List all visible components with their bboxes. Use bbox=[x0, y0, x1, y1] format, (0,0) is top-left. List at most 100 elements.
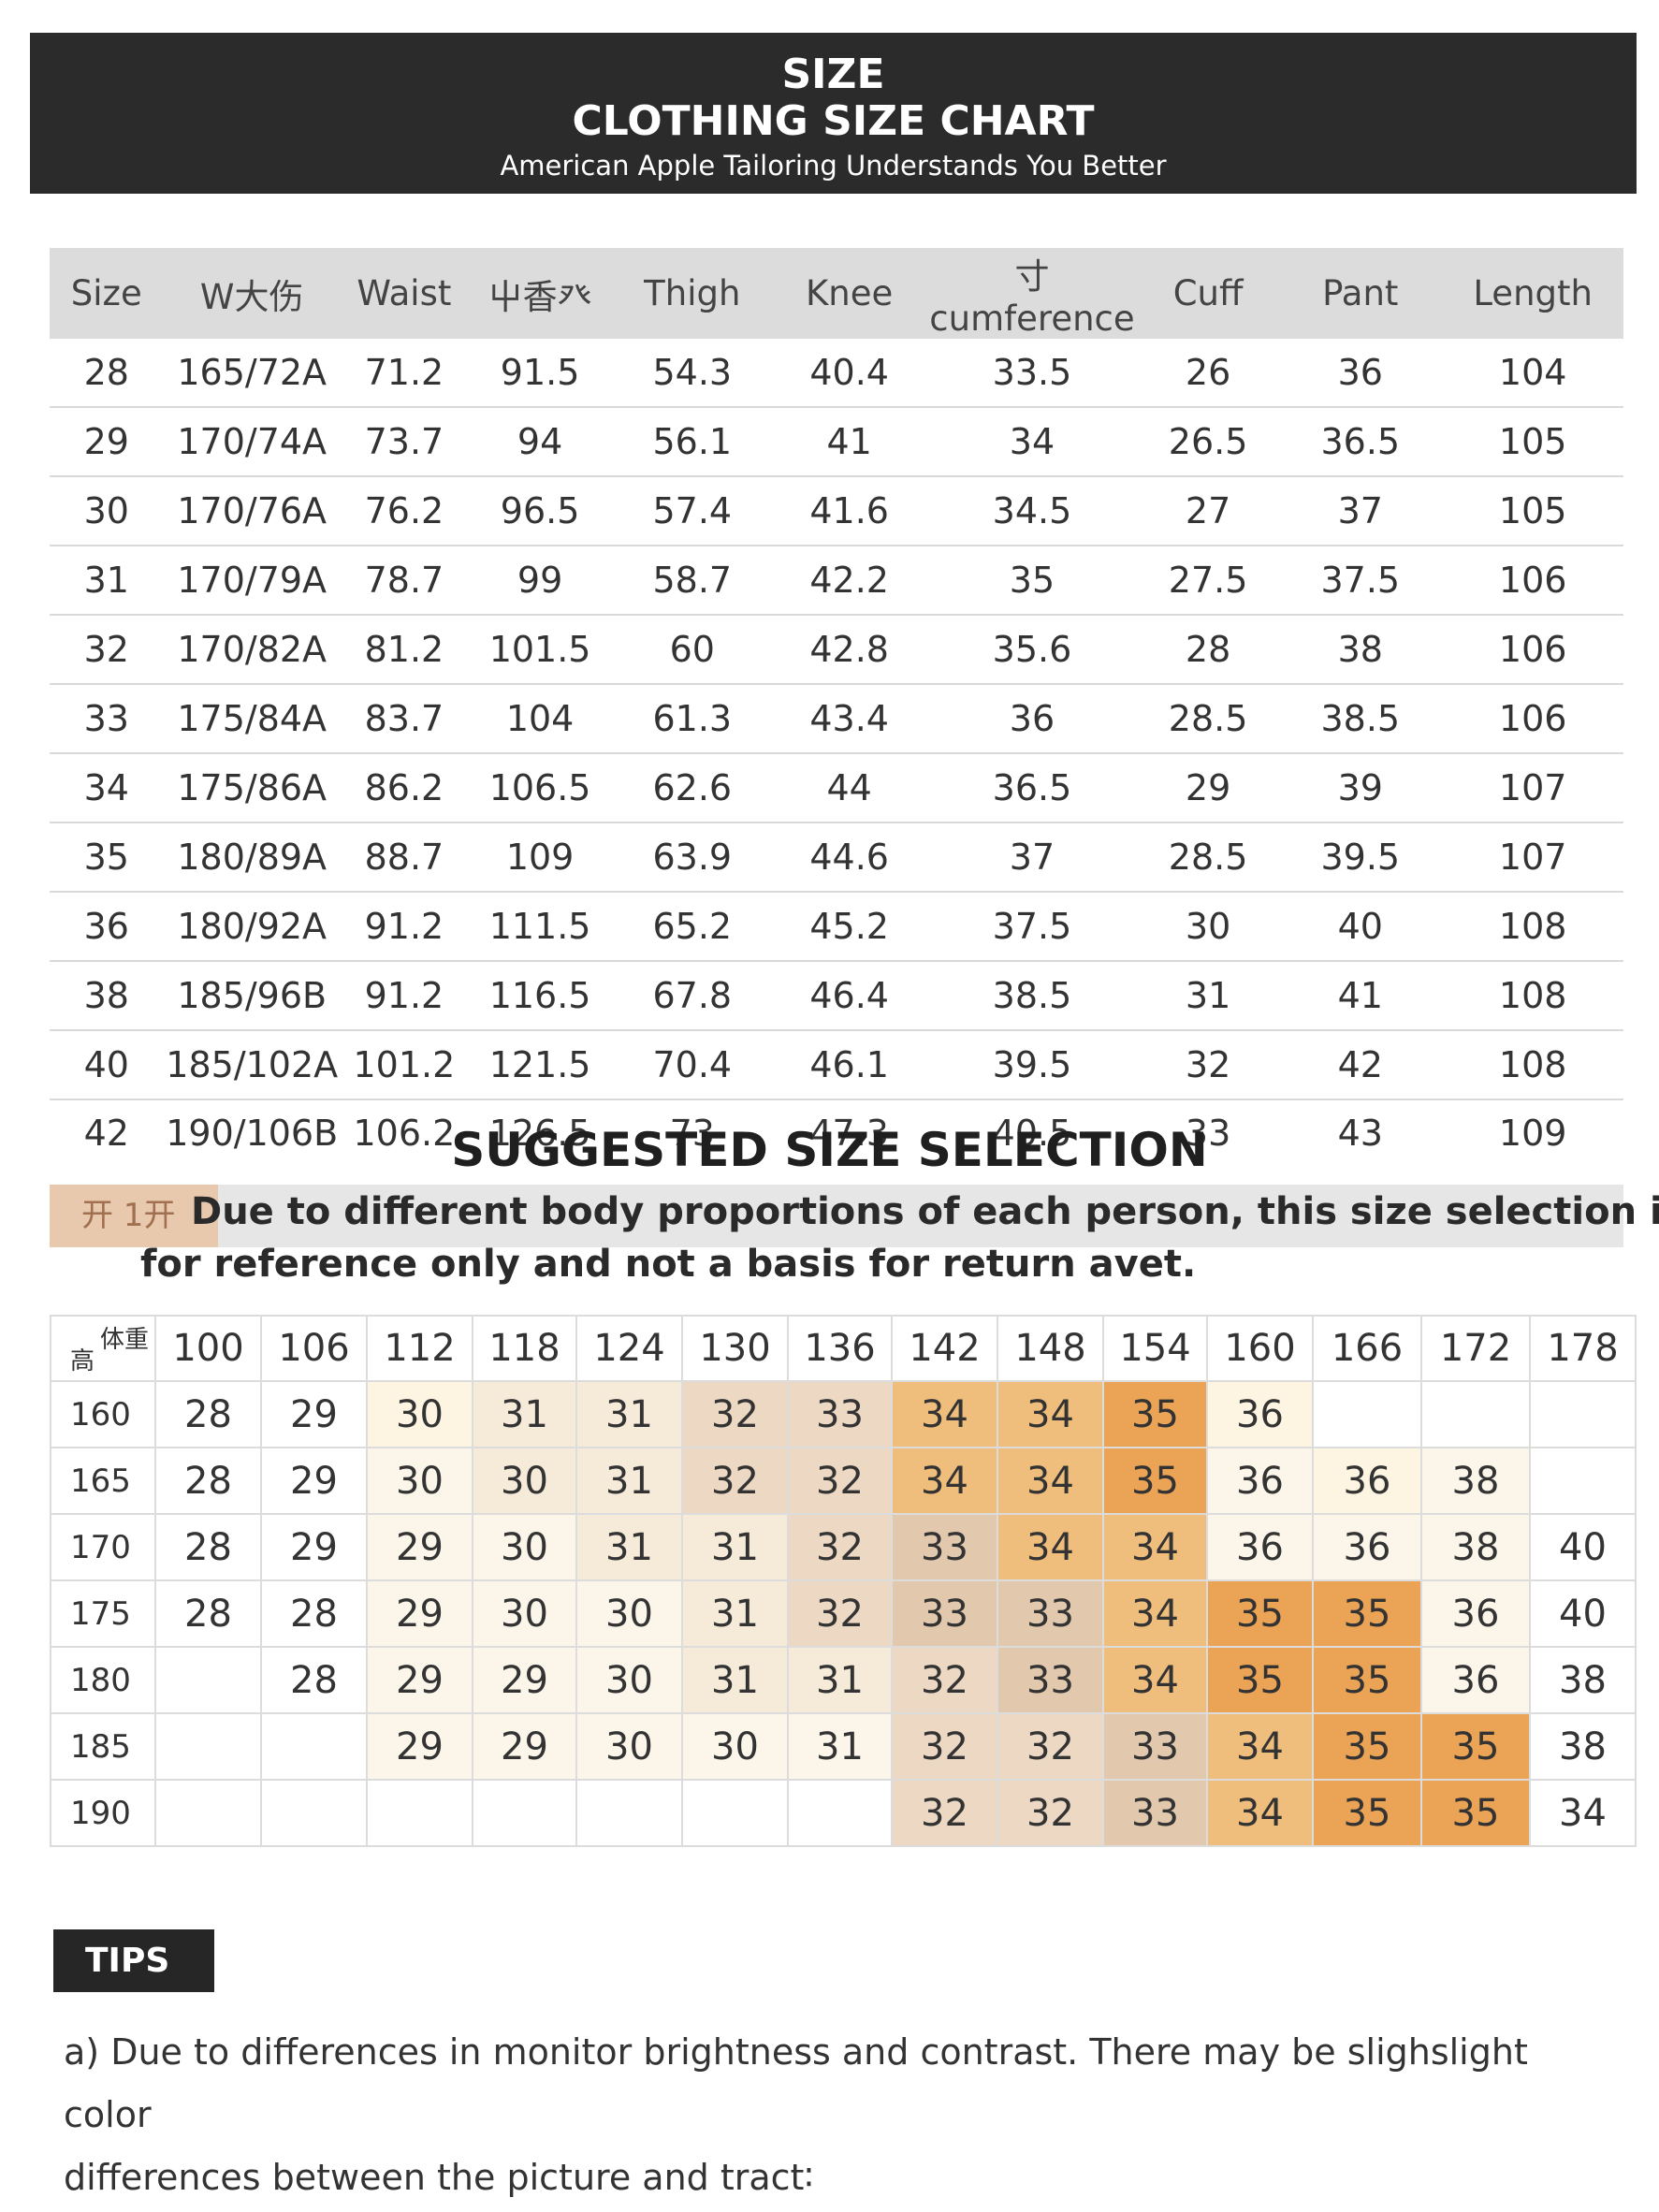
grid-height-label: 180 bbox=[50, 1646, 156, 1714]
grid-size-cell: 34 bbox=[1102, 1513, 1208, 1581]
header-title-line1: SIZE bbox=[781, 51, 885, 98]
grid-size-cell: 29 bbox=[472, 1646, 577, 1714]
table-cell: 40 bbox=[50, 1030, 164, 1100]
table-cell: 39 bbox=[1278, 753, 1443, 823]
grid-size-cell: 36 bbox=[1420, 1579, 1531, 1648]
table-cell: 39.5 bbox=[1278, 822, 1443, 893]
grid-size-cell: 33 bbox=[787, 1380, 893, 1448]
note-tag: 开 1开 bbox=[50, 1185, 218, 1247]
grid-size-cell: 29 bbox=[260, 1380, 368, 1448]
grid-size-cell: 33 bbox=[1102, 1712, 1208, 1781]
note-text-line2: for reference only and not a basis for r… bbox=[140, 1243, 1197, 1286]
grid-size-cell: 28 bbox=[154, 1513, 262, 1581]
grid-size-cell: 35 bbox=[1206, 1646, 1314, 1714]
table-cell: 71.2 bbox=[340, 339, 468, 408]
table-cell: 44.6 bbox=[772, 822, 927, 893]
grid-height-label: 175 bbox=[50, 1579, 156, 1648]
table-cell: 39.5 bbox=[926, 1030, 1138, 1100]
grid-weight-header: 136 bbox=[787, 1315, 893, 1382]
table-cell: 73.7 bbox=[340, 407, 468, 477]
table-cell: 29 bbox=[1137, 753, 1279, 823]
table-cell: 170/74A bbox=[163, 407, 341, 477]
header-subtitle: American Apple Tailoring Understands You… bbox=[500, 150, 1167, 182]
grid-size-cell: 28 bbox=[154, 1579, 262, 1648]
header-banner: SIZE CLOTHING SIZE CHART American Apple … bbox=[30, 33, 1637, 194]
table-cell: 30 bbox=[50, 476, 164, 546]
table-cell: 109 bbox=[467, 822, 613, 893]
grid-size-cell: 32 bbox=[891, 1646, 998, 1714]
grid-size-cell: 38 bbox=[1420, 1447, 1531, 1515]
grid-size-cell: 32 bbox=[681, 1380, 789, 1448]
size-table-header-cell: ⼬⾹⽨ bbox=[467, 248, 613, 339]
grid-size-cell: 30 bbox=[681, 1712, 789, 1781]
table-cell: 185/102A bbox=[163, 1030, 341, 1100]
table-cell: 91.2 bbox=[340, 961, 468, 1031]
tips-label: TIPS bbox=[53, 1929, 214, 1992]
table-cell: 41.6 bbox=[772, 476, 927, 546]
table-cell: 41 bbox=[772, 407, 927, 477]
table-cell: 175/86A bbox=[163, 753, 341, 823]
grid-size-cell: 32 bbox=[681, 1447, 789, 1515]
size-table-header-cell: Knee bbox=[772, 248, 927, 339]
table-cell: 28 bbox=[50, 339, 164, 408]
table-cell: 185/96B bbox=[163, 961, 341, 1031]
table-cell: 99 bbox=[467, 546, 613, 616]
table-cell: 106.5 bbox=[467, 753, 613, 823]
size-table-body: 28 165/72A 71.2 91.5 54.3 40.4 33.5 26 36 104 29 17… bbox=[50, 339, 1623, 1166]
table-cell: 70.4 bbox=[612, 1030, 773, 1100]
table-cell: 37 bbox=[1278, 476, 1443, 546]
table-cell: 170/76A bbox=[163, 476, 341, 546]
grid-weight-header: 166 bbox=[1312, 1315, 1422, 1382]
grid-size-cell: 33 bbox=[891, 1513, 998, 1581]
table-cell: 40 bbox=[1278, 892, 1443, 962]
grid-size-cell: 36 bbox=[1312, 1447, 1422, 1515]
table-cell: 88.7 bbox=[340, 822, 468, 893]
table-row: 38 185/96B 91.2 116.5 67.8 46.4 38.5 31 41 108 bbox=[50, 961, 1623, 1031]
grid-size-cell bbox=[1420, 1380, 1531, 1448]
table-cell: 33 bbox=[1185, 1113, 1231, 1154]
grid-weight-header: 112 bbox=[366, 1315, 473, 1382]
grid-size-cell: 30 bbox=[472, 1513, 577, 1581]
grid-size-cell: 36 bbox=[1312, 1513, 1422, 1581]
grid-row: 190 32 32 33 34 35 35 34 bbox=[50, 1779, 1637, 1847]
grid-size-cell bbox=[154, 1779, 262, 1847]
size-table-header-cell: ⼨cumference bbox=[926, 248, 1138, 339]
table-cell: 31 bbox=[1137, 961, 1279, 1031]
grid-size-cell bbox=[1529, 1380, 1637, 1448]
table-cell: 36.5 bbox=[1278, 407, 1443, 477]
grid-size-cell: 34 bbox=[997, 1447, 1104, 1515]
table-cell: 180/89A bbox=[163, 822, 341, 893]
table-row: 33 175/84A 83.7 104 61.3 43.4 36 28.5 38.5 106 bbox=[50, 684, 1623, 754]
table-cell: 36 bbox=[1278, 339, 1443, 408]
grid-size-cell: 31 bbox=[787, 1712, 893, 1781]
table-cell: 33.5 bbox=[926, 339, 1138, 408]
grid-height-label: 160 bbox=[50, 1380, 156, 1448]
table-cell: 108 bbox=[1442, 1030, 1623, 1100]
grid-size-cell: 35 bbox=[1312, 1779, 1422, 1847]
table-cell: 32 bbox=[50, 615, 164, 685]
corner-weight-label: 体重 bbox=[99, 1326, 149, 1354]
table-row: 28 165/72A 71.2 91.5 54.3 40.4 33.5 26 36 104 bbox=[50, 339, 1623, 408]
grid-row: 170 28 29 29 30 31 31 32 33 34 34 36 36 38 40 bbox=[50, 1513, 1637, 1581]
table-cell: 126.5 bbox=[488, 1113, 591, 1154]
grid-size-cell bbox=[575, 1779, 683, 1847]
tip-line1: a) Due to differences in monitor brightn… bbox=[64, 2031, 1528, 2135]
table-row: 42 190/106B 106.2 126.5 73 47.3 40.5 33 43 109 bbox=[50, 1099, 1623, 1166]
grid-size-cell: 35 bbox=[1420, 1779, 1531, 1847]
table-cell: 28 bbox=[1137, 615, 1279, 685]
tip-line2: differences between the picture and trac… bbox=[64, 2157, 814, 2198]
grid-size-cell bbox=[472, 1779, 577, 1847]
grid-size-cell: 34 bbox=[1206, 1712, 1314, 1781]
grid-weight-header: 160 bbox=[1206, 1315, 1314, 1382]
grid-size-cell: 31 bbox=[681, 1579, 789, 1648]
table-cell: 86.2 bbox=[340, 753, 468, 823]
grid-size-cell: 29 bbox=[260, 1513, 368, 1581]
table-row: 29 170/74A 73.7 94 56.1 41 34 26.5 36.5 105 bbox=[50, 407, 1623, 477]
table-row: 32 170/82A 81.2 101.5 60 42.8 35.6 28 38 106 bbox=[50, 615, 1623, 685]
grid-weight-header: 124 bbox=[575, 1315, 683, 1382]
grid-size-cell: 29 bbox=[366, 1646, 473, 1714]
table-cell: 62.6 bbox=[612, 753, 773, 823]
grid-size-cell: 33 bbox=[997, 1579, 1104, 1648]
grid-size-cell: 38 bbox=[1420, 1513, 1531, 1581]
grid-size-cell: 31 bbox=[575, 1513, 683, 1581]
